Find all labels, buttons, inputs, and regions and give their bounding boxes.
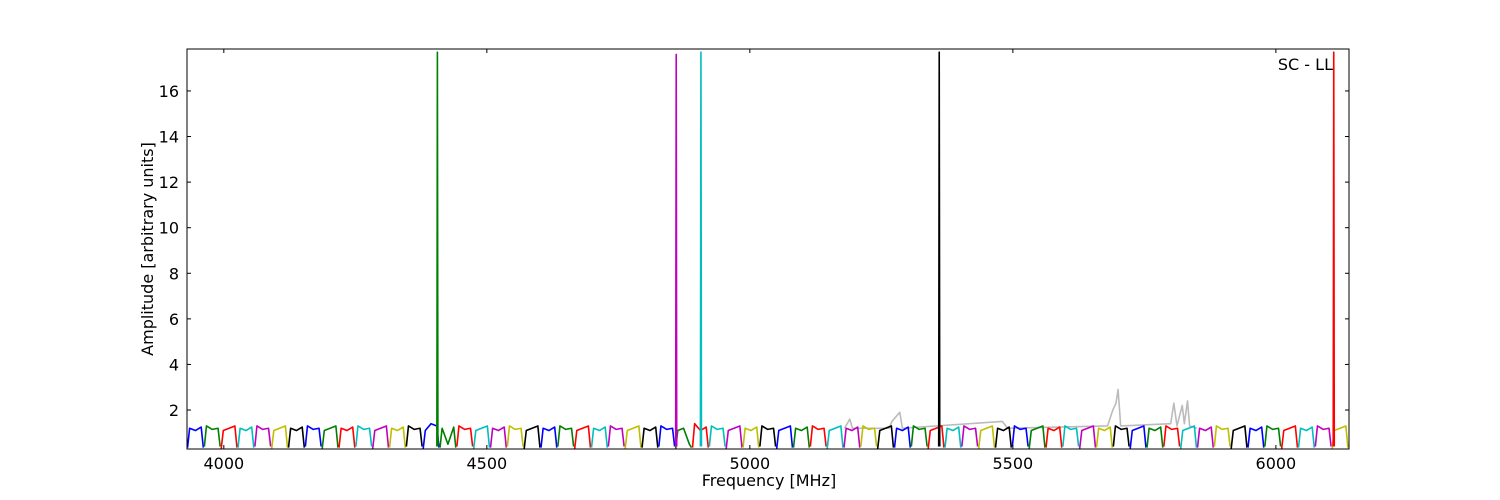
series-line [304, 425, 322, 447]
x-tick-label: 5500 [993, 454, 1034, 473]
series-line [843, 426, 861, 448]
series-line [826, 425, 844, 449]
x-axis-label: Frequency [MHz] [702, 471, 836, 490]
series-line [759, 425, 777, 447]
y-tick-label: 12 [159, 173, 179, 192]
series-line [809, 425, 827, 447]
series-line [1129, 425, 1147, 449]
series-line [573, 425, 592, 449]
series-line [876, 425, 895, 449]
y-tick-label: 16 [159, 82, 179, 101]
series-line [1196, 426, 1215, 448]
series-line [472, 425, 491, 449]
series-line [1280, 425, 1299, 449]
series-line [338, 426, 356, 448]
series-line [658, 425, 676, 447]
x-tick-label: 6000 [1256, 454, 1297, 473]
series-line [254, 425, 272, 447]
series-line [792, 426, 811, 448]
series-line [523, 425, 541, 449]
annotation: SC - LL [1278, 55, 1333, 74]
series-line [1095, 426, 1114, 448]
plot-area [186, 51, 1349, 449]
series-line [893, 426, 912, 448]
y-tick-label: 6 [169, 310, 179, 329]
series-line [1264, 425, 1282, 447]
y-tick-label: 10 [159, 219, 179, 238]
y-tick-label: 8 [169, 264, 179, 283]
series-line [742, 426, 760, 448]
series-line [186, 426, 205, 448]
series-line [1314, 425, 1332, 447]
series-line [371, 425, 390, 449]
series-line [977, 425, 996, 449]
axes-frame [186, 48, 1350, 450]
series-line [1163, 425, 1181, 447]
y-axis-label: Amplitude [arbitrary units] [138, 142, 157, 356]
series-line [557, 425, 575, 447]
series-line [388, 426, 407, 448]
series-line [1179, 425, 1198, 449]
series-line [506, 425, 524, 447]
series-line [674, 427, 693, 449]
series-line [1045, 426, 1063, 448]
series-line [927, 425, 945, 449]
series-line [641, 426, 659, 448]
series-line [489, 426, 508, 448]
series-line [937, 51, 941, 447]
series-line [843, 388, 1198, 430]
x-tick-label: 5000 [729, 454, 770, 473]
series-line [456, 425, 474, 447]
series-line [540, 426, 558, 448]
series-line [961, 425, 979, 447]
series-line [1213, 425, 1231, 447]
series-line [439, 426, 457, 448]
series-line [1247, 426, 1265, 448]
series-line [220, 425, 238, 449]
series-line [405, 425, 423, 447]
series-line [270, 425, 289, 449]
series-line [590, 426, 609, 448]
series-line [1146, 426, 1164, 448]
series-line [1297, 426, 1316, 448]
series-line [1011, 425, 1029, 447]
series-line [355, 425, 373, 447]
y-tick-label: 4 [169, 355, 179, 374]
series-line [436, 51, 439, 447]
x-tick-label: 4500 [466, 454, 507, 473]
y-tick-label: 14 [159, 128, 179, 147]
series-line [287, 426, 306, 448]
series-line [1112, 425, 1130, 447]
series-line [1230, 425, 1248, 449]
x-tick-label: 4000 [203, 454, 244, 473]
series-line [674, 53, 678, 447]
series-line [203, 425, 221, 447]
series-line [607, 425, 625, 447]
series-line [1332, 51, 1336, 447]
series-line [699, 51, 703, 447]
series-line [1078, 425, 1097, 449]
series-line [321, 425, 339, 449]
series-line [860, 425, 878, 447]
y-tick-label: 2 [169, 401, 179, 420]
series-line [1028, 425, 1046, 449]
series-line [624, 425, 642, 449]
series-line [1062, 425, 1080, 447]
series-line [910, 425, 928, 447]
series-line [708, 425, 726, 447]
series-line [994, 426, 1013, 448]
series-line [944, 426, 962, 448]
series-line [775, 425, 794, 449]
series-line [725, 425, 743, 449]
series-line [237, 426, 255, 448]
